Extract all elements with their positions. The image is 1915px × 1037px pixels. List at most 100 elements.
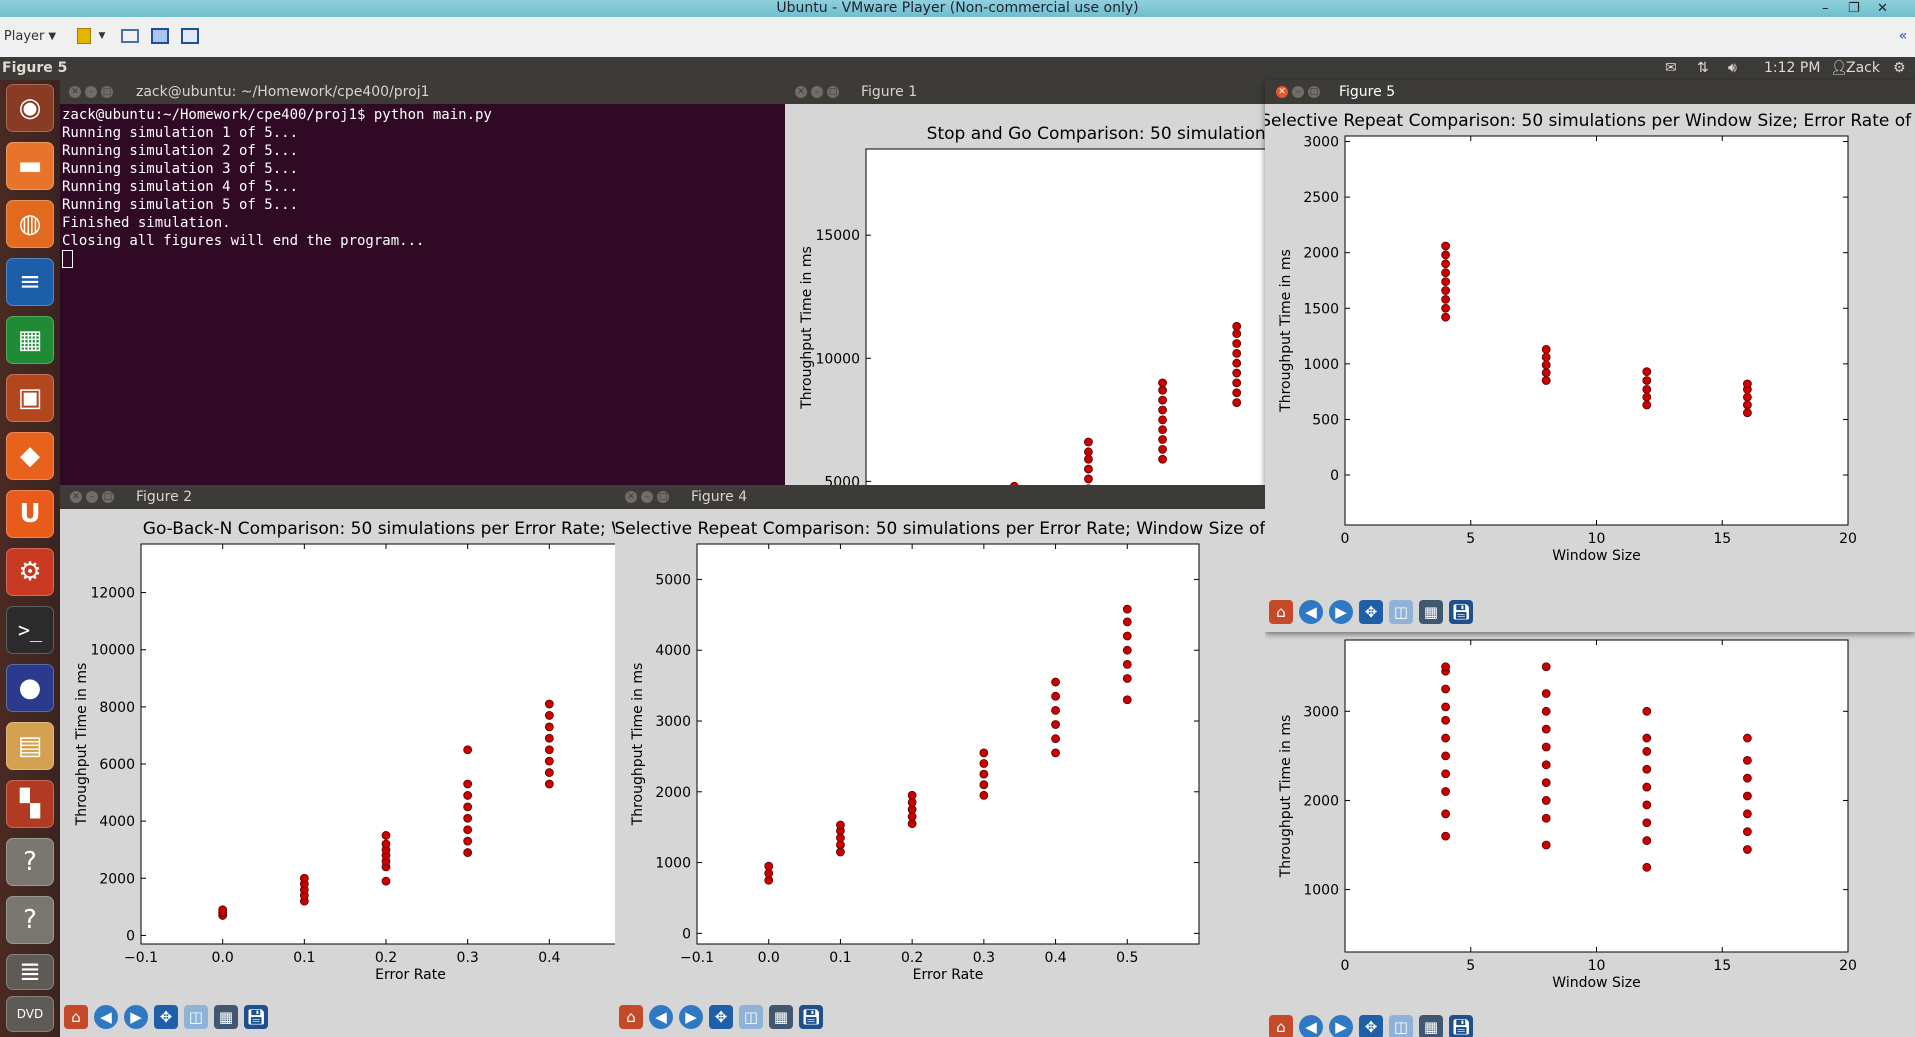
player-menu[interactable]: Player ▼	[4, 26, 56, 46]
ubuntu-one-icon[interactable]: U	[6, 490, 54, 538]
maximize-window-icon[interactable]: □	[657, 491, 669, 503]
subplots-icon[interactable]: ▦	[769, 1005, 793, 1029]
clock[interactable]: 1:12 PM	[1764, 60, 1821, 76]
back-icon[interactable]: ◀	[1299, 600, 1323, 624]
close-window-icon[interactable]: ✕	[795, 86, 807, 98]
terminal-icon[interactable]: >_	[6, 606, 54, 654]
data-point	[381, 876, 391, 886]
writer-icon[interactable]: ≡	[6, 258, 54, 306]
figure-2-plot[interactable]: Go-Back-N Comparison: 50 simulations per…	[60, 509, 615, 999]
maximize-window-icon[interactable]: □	[101, 86, 113, 98]
figure-5-plot[interactable]: Selective Repeat Comparison: 50 simulati…	[1265, 104, 1915, 574]
collapse-icon[interactable]: «	[1898, 28, 1908, 44]
zoom-rect-icon[interactable]: ◫	[1389, 1015, 1413, 1037]
minimize-window-icon[interactable]: –	[86, 491, 98, 503]
maximize-window-icon[interactable]: □	[827, 86, 839, 98]
data-point	[907, 790, 917, 800]
minimize-window-icon[interactable]: –	[641, 491, 653, 503]
zoom-rect-icon[interactable]: ◫	[739, 1005, 763, 1029]
pause-icon[interactable]	[76, 26, 92, 46]
x-tick-label: 0	[1341, 531, 1350, 547]
y-tick-label: 1000	[1303, 357, 1339, 373]
dvd-icon[interactable]: DVD	[6, 996, 54, 1032]
home-icon[interactable]: ⌂	[64, 1005, 88, 1029]
pan-icon[interactable]: ✥	[154, 1005, 178, 1029]
update-manager-icon[interactable]: ▤	[6, 722, 54, 770]
help-icon[interactable]: ?	[6, 896, 54, 944]
close-window-icon[interactable]: ✕	[625, 491, 637, 503]
minimize-button[interactable]: –	[1822, 1, 1829, 16]
back-icon[interactable]: ◀	[1299, 1015, 1323, 1037]
subplots-icon[interactable]: ▦	[1419, 600, 1443, 624]
close-window-icon[interactable]: ✕	[69, 86, 81, 98]
figure-5-canvas: Selective Repeat Comparison: 50 simulati…	[1265, 104, 1915, 632]
impress-icon[interactable]: ▣	[6, 374, 54, 422]
data-point	[1158, 385, 1167, 395]
software-center-icon[interactable]: ◆	[6, 432, 54, 480]
gear-icon[interactable]: ⚙	[1893, 60, 1906, 76]
data-point	[1122, 631, 1132, 641]
top-panel: Figure 5 ✉ ⇅ 🔊︎ 1:12 PM 👤︎ Zack ⚙	[0, 57, 1915, 80]
minimize-window-icon[interactable]: –	[811, 86, 823, 98]
zoom-rect-icon[interactable]: ◫	[1389, 600, 1413, 624]
back-icon[interactable]: ◀	[649, 1005, 673, 1029]
forward-icon[interactable]: ▶	[679, 1005, 703, 1029]
terminal-line: Finished simulation.	[62, 215, 231, 231]
stack-icon[interactable]: ≣	[6, 954, 54, 990]
data-point	[1441, 809, 1451, 819]
back-icon[interactable]: ◀	[94, 1005, 118, 1029]
save-icon[interactable]: 💾︎	[799, 1005, 823, 1029]
save-icon[interactable]: 💾︎	[1449, 600, 1473, 624]
calc-icon[interactable]: ▦	[6, 316, 54, 364]
zoom-rect-icon[interactable]: ◫	[184, 1005, 208, 1029]
x-tick-label: 0.2	[375, 950, 397, 966]
figure-1-plot[interactable]: Stop and Go Comparison: 50 simulations p…	[785, 104, 1265, 485]
mail-icon[interactable]: ✉	[1665, 60, 1677, 76]
data-point	[979, 748, 989, 758]
data-point	[1158, 444, 1167, 454]
pan-icon[interactable]: ✥	[1359, 1015, 1383, 1037]
home-icon[interactable]: ⌂	[619, 1005, 643, 1029]
forward-icon[interactable]: ▶	[1329, 600, 1353, 624]
maximize-window-icon[interactable]: □	[1308, 86, 1320, 98]
minimize-window-icon[interactable]: –	[1292, 86, 1304, 98]
network-icon[interactable]: ⇅	[1697, 60, 1709, 76]
figure-4-plot[interactable]: Selective Repeat Comparison: 50 simulati…	[615, 509, 1265, 999]
subplots-icon[interactable]: ▦	[1419, 1015, 1443, 1037]
data-points	[218, 699, 554, 920]
home-icon[interactable]: ⌂	[1269, 1015, 1293, 1037]
close-button[interactable]: ✕	[1877, 1, 1888, 16]
unity-icon[interactable]	[180, 26, 200, 46]
forward-icon[interactable]: ▶	[124, 1005, 148, 1029]
data-point	[1742, 379, 1752, 389]
pan-icon[interactable]: ✥	[709, 1005, 733, 1029]
files-icon[interactable]: ▬	[6, 142, 54, 190]
forward-icon[interactable]: ▶	[1329, 1015, 1353, 1037]
user-name[interactable]: Zack	[1846, 60, 1880, 76]
terminal-output[interactable]: zack@ubuntu:~/Homework/cpe400/proj1$ pyt…	[60, 104, 785, 485]
maximize-window-icon[interactable]: □	[102, 491, 114, 503]
close-window-icon[interactable]: ✕	[70, 491, 82, 503]
pan-icon[interactable]: ✥	[1359, 600, 1383, 624]
save-icon[interactable]: 💾︎	[1449, 1015, 1473, 1037]
workspace-switcher-icon[interactable]: ▚	[6, 780, 54, 828]
save-icon[interactable]: 💾︎	[244, 1005, 268, 1029]
system-settings-icon[interactable]: ⚙	[6, 548, 54, 596]
firefox-icon[interactable]: ◍	[6, 200, 54, 248]
maximize-button[interactable]: ❐	[1848, 1, 1860, 16]
ubuntu-dash-icon[interactable]: ◉	[6, 84, 54, 132]
terminal-line: Running simulation 5 of 5...	[62, 197, 299, 213]
subplots-icon[interactable]: ▦	[214, 1005, 238, 1029]
removable-devices-icon[interactable]	[120, 26, 140, 46]
help-icon[interactable]: ?	[6, 838, 54, 886]
volume-icon[interactable]: 🔊︎	[1728, 60, 1737, 76]
minimize-window-icon[interactable]: –	[85, 86, 97, 98]
figure-2-canvas: Go-Back-N Comparison: 50 simulations per…	[60, 509, 615, 1037]
home-icon[interactable]: ⌂	[1269, 600, 1293, 624]
chevron-down-icon[interactable]: ▼	[98, 31, 106, 41]
eclipse-icon[interactable]: ●	[6, 664, 54, 712]
fullscreen-icon[interactable]	[150, 26, 170, 46]
close-window-icon[interactable]: ✕	[1276, 86, 1288, 98]
data-point	[1051, 720, 1060, 729]
